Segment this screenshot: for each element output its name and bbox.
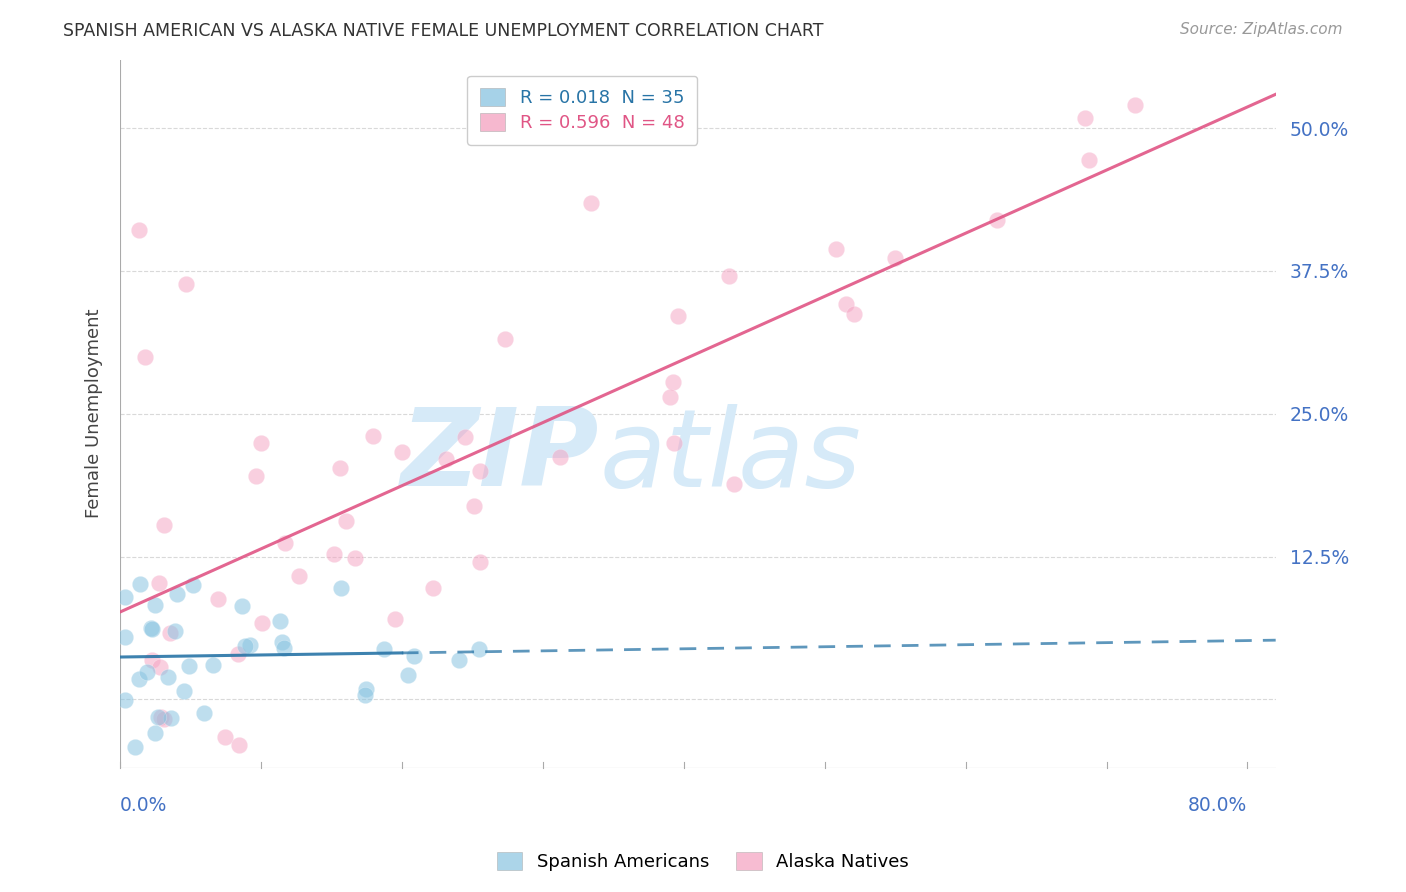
Point <box>153 712 176 726</box>
Point <box>153 517 176 532</box>
Point <box>468 555 491 569</box>
Point <box>666 309 689 323</box>
Point <box>173 684 195 698</box>
Point <box>422 582 444 596</box>
Point <box>447 653 470 667</box>
Point <box>250 435 273 450</box>
Point <box>252 616 274 631</box>
Point <box>986 213 1008 227</box>
Point <box>228 738 250 752</box>
Point <box>134 350 156 364</box>
Point <box>463 499 485 513</box>
Point <box>124 740 146 755</box>
Point <box>434 452 457 467</box>
Point <box>330 581 353 595</box>
Point <box>160 711 183 725</box>
Point <box>128 672 150 686</box>
Point <box>1123 98 1146 112</box>
Point <box>129 577 152 591</box>
Point <box>662 435 685 450</box>
Point <box>114 590 136 604</box>
Point <box>454 430 477 444</box>
Point <box>494 333 516 347</box>
Point <box>143 726 166 740</box>
Point <box>274 536 297 550</box>
Point <box>548 450 571 464</box>
Point <box>662 375 685 389</box>
Point <box>579 196 602 211</box>
Point <box>181 578 204 592</box>
Point <box>177 659 200 673</box>
Point <box>193 706 215 721</box>
Text: SPANISH AMERICAN VS ALASKA NATIVE FEMALE UNEMPLOYMENT CORRELATION CHART: SPANISH AMERICAN VS ALASKA NATIVE FEMALE… <box>63 22 824 40</box>
Point <box>718 268 741 283</box>
Point <box>354 689 377 703</box>
Point <box>143 598 166 612</box>
Point <box>396 668 419 682</box>
Point <box>363 428 385 442</box>
Point <box>226 647 249 661</box>
Text: ZIP: ZIP <box>401 403 599 509</box>
Point <box>148 575 170 590</box>
Text: 0.0%: 0.0% <box>120 797 167 815</box>
Point <box>824 242 846 256</box>
Point <box>1078 153 1101 167</box>
Point <box>245 468 267 483</box>
Point <box>1074 112 1097 126</box>
Point <box>269 614 291 628</box>
Point <box>114 693 136 707</box>
Point <box>329 461 352 475</box>
Point <box>322 548 344 562</box>
Point <box>335 515 357 529</box>
Point <box>239 638 262 652</box>
Point <box>354 682 377 697</box>
Point <box>384 611 406 625</box>
Point <box>402 649 425 664</box>
Point <box>156 670 179 684</box>
Point <box>159 626 181 640</box>
Legend: Spanish Americans, Alaska Natives: Spanish Americans, Alaska Natives <box>489 846 917 879</box>
Point <box>844 307 866 321</box>
Point <box>468 641 491 656</box>
Point <box>231 599 253 614</box>
Point <box>391 445 413 459</box>
Point <box>723 476 745 491</box>
Text: atlas: atlas <box>599 404 862 508</box>
Point <box>835 296 858 310</box>
Point <box>128 223 150 237</box>
Point <box>150 710 173 724</box>
Point <box>176 277 198 291</box>
Point <box>468 464 491 478</box>
Point <box>135 665 157 680</box>
Point <box>659 390 682 404</box>
Point <box>202 657 225 672</box>
Text: Source: ZipAtlas.com: Source: ZipAtlas.com <box>1180 22 1343 37</box>
Point <box>146 710 169 724</box>
Point <box>373 642 395 657</box>
Point <box>139 621 162 635</box>
Point <box>233 639 256 653</box>
Point <box>166 587 188 601</box>
Point <box>114 630 136 644</box>
Text: 80.0%: 80.0% <box>1188 797 1247 815</box>
Point <box>271 635 294 649</box>
Point <box>214 730 236 744</box>
Point <box>288 569 311 583</box>
Point <box>343 550 366 565</box>
Point <box>141 653 163 667</box>
Point <box>884 251 907 265</box>
Point <box>149 659 172 673</box>
Point <box>207 592 229 607</box>
Point <box>273 640 295 655</box>
Point <box>141 622 163 636</box>
Legend: R = 0.018  N = 35, R = 0.596  N = 48: R = 0.018 N = 35, R = 0.596 N = 48 <box>467 76 697 145</box>
Y-axis label: Female Unemployment: Female Unemployment <box>86 309 103 518</box>
Point <box>163 624 186 639</box>
